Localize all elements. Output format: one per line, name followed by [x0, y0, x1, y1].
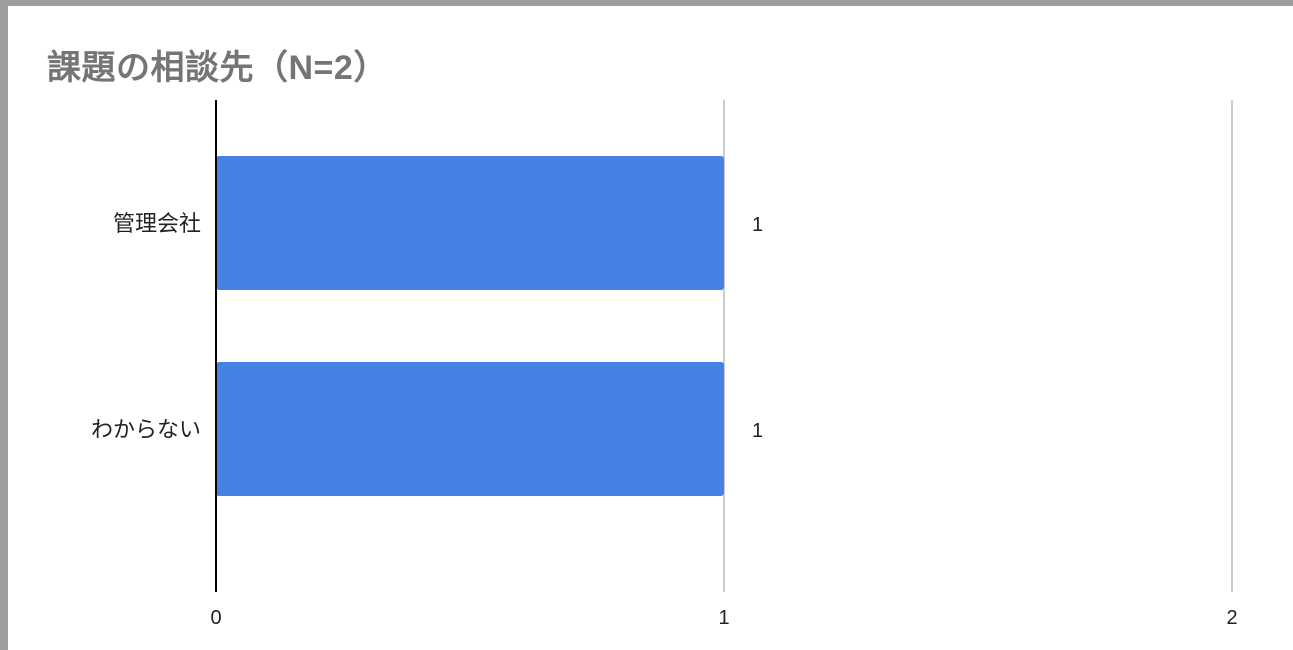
- x-tick-label: 0: [210, 607, 221, 629]
- x-tick-label: 1: [718, 607, 729, 629]
- data-label: 1: [752, 420, 763, 442]
- category-label: 管理会社: [113, 211, 201, 236]
- bars-layer: [216, 156, 724, 496]
- grid-layer: [723, 100, 1233, 592]
- labels-layer: 0 1 2 管理会社 1 わからない 1: [91, 211, 1238, 629]
- x-tick-label: 2: [1226, 607, 1237, 629]
- category-label: わからない: [91, 417, 201, 442]
- bar: [216, 362, 724, 496]
- bar: [216, 156, 724, 290]
- data-label: 1: [752, 214, 763, 236]
- chart-title: 課題の相談先（N=2）: [47, 49, 388, 87]
